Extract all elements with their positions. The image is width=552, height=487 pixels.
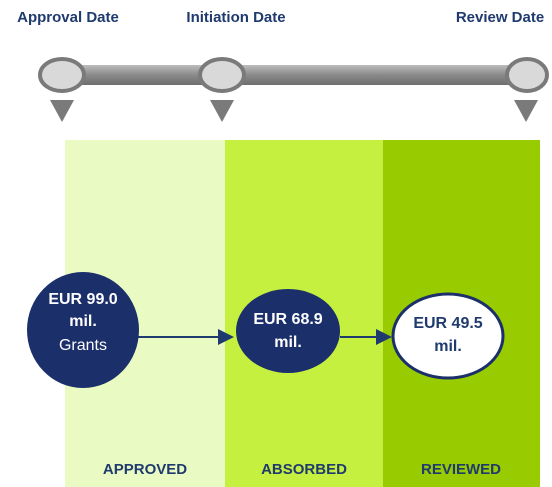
milestone-label: Initiation Date (186, 9, 285, 26)
timeline-bar (60, 65, 528, 85)
milestone-label: Review Date (456, 9, 544, 26)
amount-text: EUR 99.0 (48, 291, 117, 308)
amount-text: mil. (69, 313, 97, 330)
amount-node (391, 292, 505, 380)
stage-label: REVIEWED (421, 461, 501, 478)
amount-text: EUR 49.5 (413, 315, 482, 332)
amount-text: mil. (274, 334, 302, 351)
milestone-label: Approval Date (17, 9, 119, 26)
milestone-pointers (50, 100, 538, 122)
amount-text: mil. (434, 338, 462, 355)
stage-label: APPROVED (103, 461, 187, 478)
milestone-markers (38, 57, 549, 93)
amount-node (236, 289, 340, 373)
amount-note: Grants (59, 337, 107, 354)
amount-text: EUR 68.9 (253, 311, 322, 328)
amount-node (27, 272, 139, 388)
stage-label: ABSORBED (261, 461, 347, 478)
